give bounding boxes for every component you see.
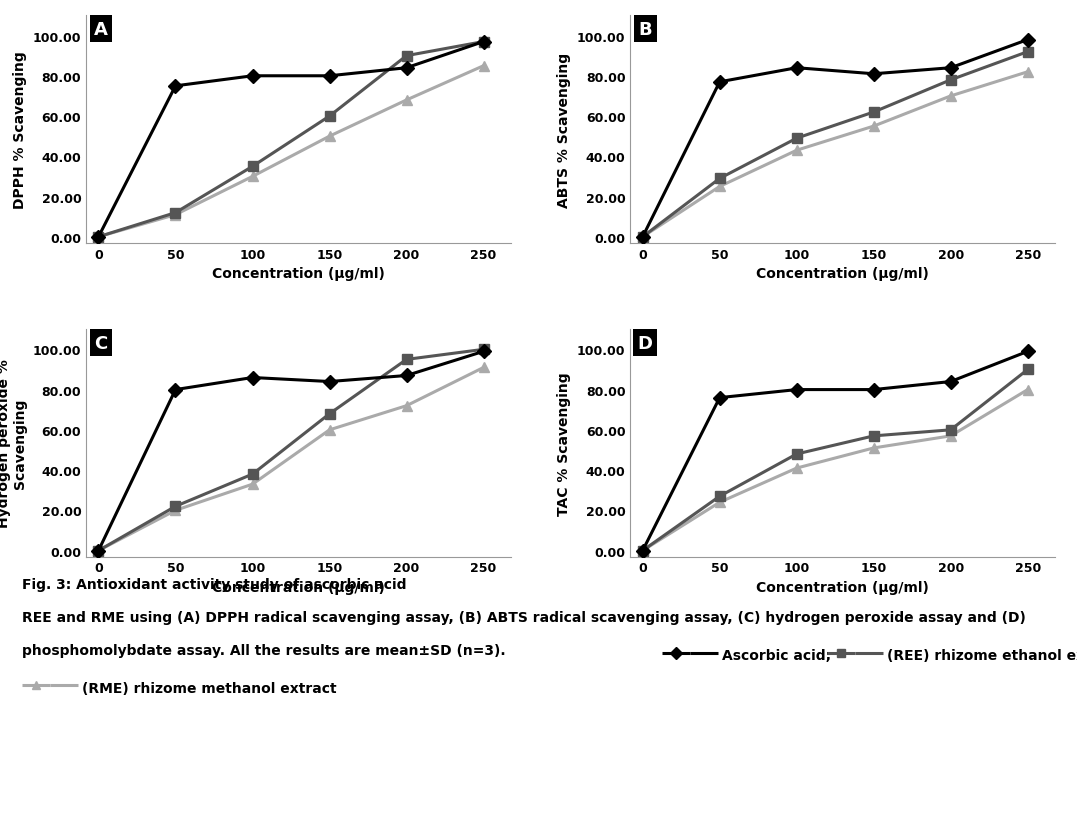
Y-axis label: Hydrogen peroxide %
Scavenging: Hydrogen peroxide % Scavenging [0, 359, 27, 527]
Text: B: B [639, 21, 652, 38]
Y-axis label: DPPH % Scavenging: DPPH % Scavenging [13, 51, 27, 209]
Text: (RME) rhizome methanol extract: (RME) rhizome methanol extract [82, 681, 336, 695]
Text: phosphomolybdate assay. All the results are mean±SD (n=3).: phosphomolybdate assay. All the results … [22, 643, 505, 657]
Text: Fig. 3: Antioxidant activity study of ascorbic acid: Fig. 3: Antioxidant activity study of as… [22, 577, 406, 591]
Text: (REE) rhizome ethanol extract;: (REE) rhizome ethanol extract; [887, 649, 1077, 663]
Text: REE and RME using (A) DPPH radical scavenging assay, (B) ABTS radical scavenging: REE and RME using (A) DPPH radical scave… [22, 610, 1025, 624]
Text: Ascorbic acid;: Ascorbic acid; [723, 649, 831, 663]
Y-axis label: ABTS % Scavenging: ABTS % Scavenging [558, 52, 572, 207]
Text: A: A [94, 21, 108, 38]
X-axis label: Concentration (μg/ml): Concentration (μg/ml) [212, 267, 386, 281]
X-axis label: Concentration (μg/ml): Concentration (μg/ml) [756, 581, 929, 595]
Text: C: C [95, 334, 108, 352]
Text: D: D [638, 334, 653, 352]
X-axis label: Concentration (μg/ml): Concentration (μg/ml) [212, 581, 386, 595]
X-axis label: Concentration (μg/ml): Concentration (μg/ml) [756, 267, 929, 281]
Y-axis label: TAC % Scavenging: TAC % Scavenging [558, 372, 572, 515]
